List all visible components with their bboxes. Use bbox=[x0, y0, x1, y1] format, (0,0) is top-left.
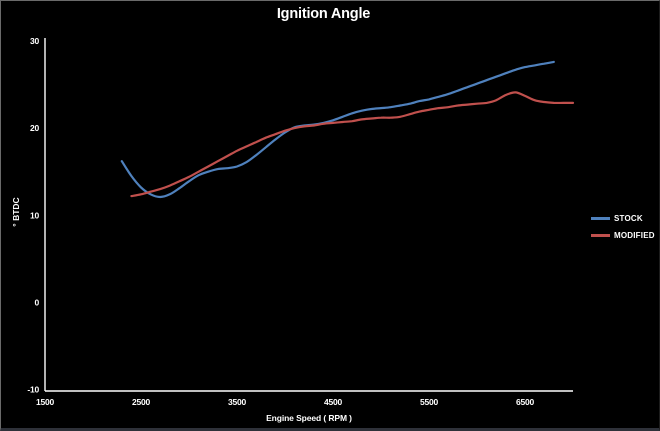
legend-swatch-modified bbox=[591, 234, 610, 237]
legend-item-stock: STOCK bbox=[591, 214, 655, 223]
y-tick-label: 10 bbox=[30, 210, 40, 220]
y-tick-label: 20 bbox=[30, 123, 40, 133]
x-tick-label: 4500 bbox=[324, 397, 343, 407]
legend-label-modified: MODIFIED bbox=[614, 231, 655, 240]
legend-swatch-stock bbox=[591, 217, 610, 220]
legend-label-stock: STOCK bbox=[614, 214, 643, 223]
x-axis-title: Engine Speed ( RPM ) bbox=[266, 413, 352, 423]
series-line-modified bbox=[130, 91, 575, 198]
y-tick-label: -10 bbox=[27, 385, 39, 395]
x-tick-label: 5500 bbox=[420, 397, 439, 407]
x-tick-label: 3500 bbox=[228, 397, 247, 407]
y-tick-label: 30 bbox=[30, 36, 40, 46]
x-tick-label: 6500 bbox=[516, 397, 535, 407]
legend-item-modified: MODIFIED bbox=[591, 231, 655, 240]
x-tick-label: 2500 bbox=[132, 397, 151, 407]
series-line-stock bbox=[120, 60, 555, 199]
y-axis-title: ° BTDC bbox=[11, 197, 21, 227]
y-tick-label: 0 bbox=[34, 297, 39, 307]
x-tick-label: 1500 bbox=[36, 397, 55, 407]
legend: STOCK MODIFIED bbox=[591, 214, 655, 240]
chart-title: Ignition Angle bbox=[276, 6, 371, 22]
